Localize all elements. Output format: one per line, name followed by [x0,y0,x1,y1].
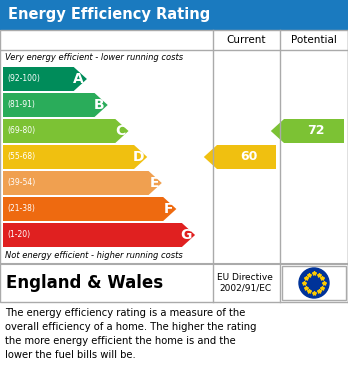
Text: (81-91): (81-91) [7,100,35,109]
Text: B: B [94,98,105,112]
Polygon shape [3,197,176,221]
Polygon shape [3,145,147,169]
Polygon shape [271,119,344,143]
Text: Potential: Potential [291,35,337,45]
Bar [0,0,348,30]
Text: EU Directive
2002/91/EC: EU Directive 2002/91/EC [217,273,273,293]
Text: C: C [115,124,126,138]
Polygon shape [3,171,162,195]
Text: (39-54): (39-54) [7,179,35,188]
Text: Current: Current [227,35,266,45]
Text: (92-100): (92-100) [7,75,40,84]
Polygon shape [204,145,276,169]
Text: D: D [133,150,144,164]
Text: (69-80): (69-80) [7,127,35,136]
Text: England & Wales: England & Wales [6,274,163,292]
Text: 60: 60 [240,151,257,163]
Text: A: A [73,72,84,86]
Text: (55-68): (55-68) [7,152,35,161]
Polygon shape [3,93,108,117]
Circle shape [299,268,329,298]
Polygon shape [3,67,87,91]
Polygon shape [3,223,195,247]
Polygon shape [3,119,128,143]
Text: F: F [164,202,173,216]
Bar [0,30,348,302]
Text: Energy Efficiency Rating: Energy Efficiency Rating [8,7,210,23]
Bar [282,266,346,300]
Text: 72: 72 [307,124,325,138]
Text: The energy efficiency rating is a measure of the
overall efficiency of a home. T: The energy efficiency rating is a measur… [5,308,256,360]
Text: E: E [149,176,159,190]
Text: G: G [181,228,192,242]
Text: Not energy efficient - higher running costs: Not energy efficient - higher running co… [5,251,183,260]
Text: (21-38): (21-38) [7,204,35,213]
Text: (1-20): (1-20) [7,231,30,240]
Text: Very energy efficient - lower running costs: Very energy efficient - lower running co… [5,54,183,63]
